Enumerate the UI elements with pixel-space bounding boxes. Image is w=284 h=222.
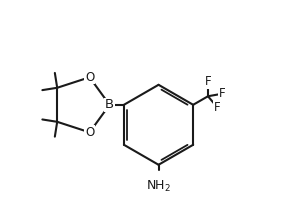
Text: F: F — [219, 87, 225, 100]
Text: F: F — [214, 101, 220, 114]
Text: O: O — [85, 126, 94, 139]
Text: O: O — [85, 71, 94, 84]
Text: NH$_2$: NH$_2$ — [146, 178, 171, 194]
Text: B: B — [105, 98, 114, 111]
Text: F: F — [205, 75, 211, 88]
